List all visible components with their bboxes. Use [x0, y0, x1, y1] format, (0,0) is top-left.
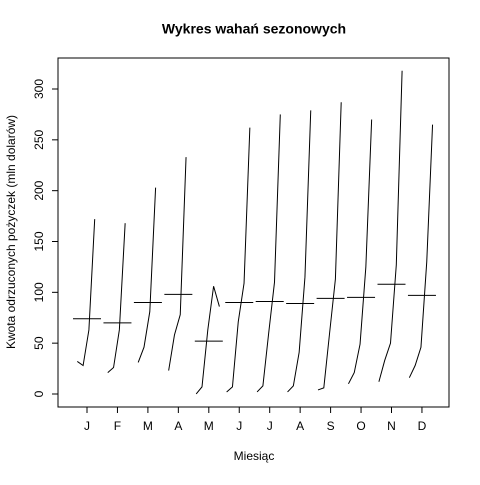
x-axis-label: Miesiąc — [234, 449, 275, 463]
y-tick-label: 0 — [32, 390, 46, 397]
x-tick-label: M — [204, 419, 214, 433]
y-tick-label: 200 — [32, 180, 46, 200]
y-axis-label: Kwota odrzuconych pożyczek (mln dolarów) — [4, 115, 18, 349]
subseries-line — [137, 187, 157, 363]
subseries-line — [287, 110, 312, 393]
y-tick-label: 50 — [32, 336, 46, 350]
y-tick-label: 150 — [32, 231, 46, 251]
x-tick-label: A — [174, 419, 182, 433]
x-tick-label: J — [236, 419, 242, 433]
subseries-line — [107, 223, 126, 374]
plot-box — [57, 57, 450, 408]
x-tick-label: J — [84, 419, 90, 433]
x-tick-label: S — [327, 419, 335, 433]
x-tick-label: J — [267, 419, 273, 433]
x-tick-label: N — [387, 419, 396, 433]
subseries-line — [348, 119, 373, 385]
chart-title: Wykres wahań sezonowych — [162, 21, 346, 37]
subseries-line — [195, 286, 220, 395]
subseries-line — [256, 114, 281, 393]
subseries-line — [317, 102, 342, 391]
subseries-line — [77, 219, 96, 367]
x-tick-label: F — [114, 419, 121, 433]
x-tick-label: O — [356, 419, 365, 433]
y-tick-label: 300 — [32, 79, 46, 99]
y-tick-label: 100 — [32, 282, 46, 302]
y-tick-label: 250 — [32, 130, 46, 150]
subseries-line — [408, 124, 434, 378]
subseries-line — [168, 157, 187, 371]
x-tick-label: M — [143, 419, 153, 433]
subseries-line — [226, 127, 251, 393]
x-tick-label: D — [418, 419, 427, 433]
x-tick-label: A — [296, 419, 304, 433]
subseries-line — [378, 70, 403, 382]
